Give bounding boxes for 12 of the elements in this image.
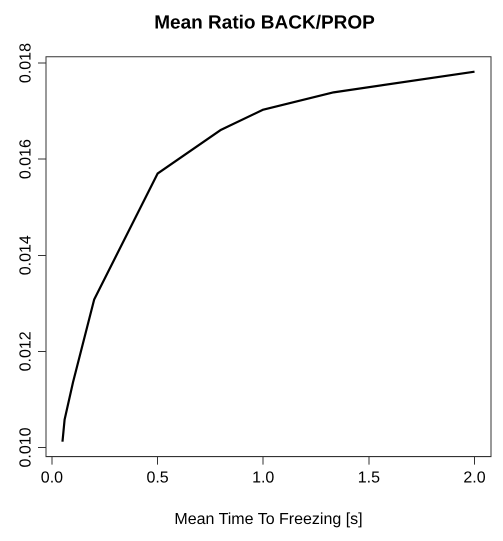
y-tick-label: 0.016 <box>17 139 34 180</box>
y-tick-label: 0.014 <box>17 235 34 276</box>
y-tick-label: 0.010 <box>17 427 34 468</box>
x-tick-label: 1.5 <box>358 470 380 487</box>
y-tick-label: 0.018 <box>17 42 34 84</box>
x-tick-label: 0.5 <box>146 470 169 487</box>
x-axis-title: Mean Time To Freezing [s] <box>174 510 363 528</box>
x-tick-label: 2.0 <box>463 470 486 487</box>
x-tick-label: 0.0 <box>40 470 64 487</box>
y-tick-label: 0.012 <box>17 331 34 372</box>
chart-title: Mean Ratio BACK/PROP <box>154 12 376 34</box>
x-tick-label: 1.0 <box>252 470 274 487</box>
